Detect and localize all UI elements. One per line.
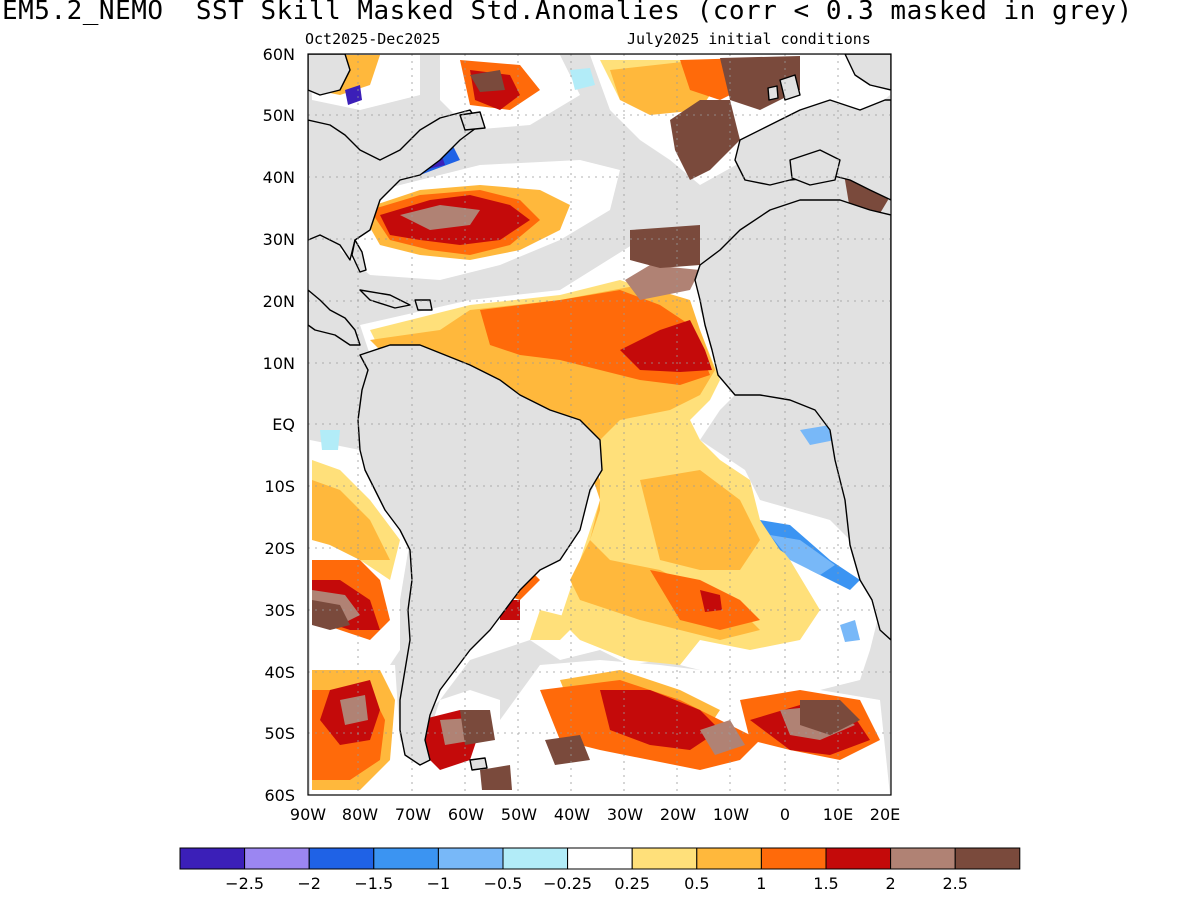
british-isles [779,74,801,101]
europe-land [734,99,891,201]
lon-tick-label: 0 [780,805,790,824]
lat-tick-label: 40S [264,663,295,682]
forecast-period: Oct2025-Dec2025 [305,30,441,48]
lat-tick-label: 20S [264,539,295,558]
colorbar-label: 0.25 [614,874,650,893]
lon-tick-label: 20E [870,805,900,824]
lon-tick-label: 80W [342,805,378,824]
colorbar-label: −1.5 [354,874,393,893]
colorbar-swatch [890,847,956,870]
colorbar-swatch [954,847,1021,870]
colorbar-swatch [631,847,698,870]
colorbar-swatch [567,847,633,870]
graticule [308,54,891,795]
page-title: EM5.2_NEMO SST Skill Masked Std.Anomalie… [2,0,1133,26]
cuba-island [359,289,411,309]
lat-tick-label: 50S [264,724,295,743]
lat-tick-label: 30S [264,601,295,620]
africa-land [694,199,891,641]
colorbar-swatch [373,847,439,870]
colorbar-label: 1.5 [813,874,838,893]
colorbar-swatch [179,847,246,870]
lon-tick-label: 70W [395,805,431,824]
lon-tick-label: 10E [823,805,853,824]
scandinavia-edge [844,54,891,91]
lat-tick-label: 60N [263,45,295,64]
greenland-edge [308,54,351,96]
ireland [767,85,779,101]
colorbar-label: −2 [297,874,321,893]
lat-tick-label: 20N [263,292,295,311]
florida-peninsula [351,239,367,273]
map-plot-area [308,54,891,795]
colorbar-label: 0.5 [684,874,709,893]
land-masses [308,54,891,771]
colorbar-label: −0.5 [484,874,523,893]
colorbar-label: −0.25 [543,874,592,893]
central-america-land [308,289,361,346]
lat-tick-label: 10S [264,477,295,496]
colorbar-swatch [825,847,892,870]
south-america-land [357,344,603,766]
colorbar-label: 1 [756,874,766,893]
colorbar-swatch [308,847,375,870]
map-frame [307,53,892,796]
colorbar-swatch [502,847,569,870]
lat-tick-label: EQ [272,415,295,434]
colorbar-swatch [760,847,827,870]
lat-axis: 60N 50N 40N 30N 20N 10N EQ 10S 20S 30S 4… [263,45,295,805]
initial-conditions: July2025 initial conditions [627,30,871,48]
colorbar-label: −2.5 [225,874,264,893]
colorbar-swatch [437,847,504,870]
lon-tick-label: 50W [501,805,537,824]
lat-tick-label: 30N [263,230,295,249]
lon-axis: 90W 80W 70W 60W 50W 40W 30W 20W 10W 0 10… [290,805,900,824]
lat-tick-label: 40N [263,168,295,187]
falkland-islands [469,757,488,771]
newfoundland [459,111,486,131]
lon-tick-label: 10W [713,805,749,824]
colorbar: −2.5 −2 −1.5 −1 −0.5 −0.25 0.25 0.5 1 1.5 2 2.5 [179,847,1021,893]
colorbar-swatch [696,847,762,870]
colorbar-label: −1 [427,874,451,893]
lat-tick-label: 50N [263,106,295,125]
lon-tick-label: 20W [660,805,696,824]
lon-tick-label: 30W [607,805,643,824]
iberian-peninsula [789,149,841,186]
north-america-land [308,109,481,261]
lat-tick-label: 10N [263,354,295,373]
lon-tick-label: 40W [554,805,590,824]
hispaniola-island [414,299,433,311]
lon-tick-label: 60W [448,805,484,824]
colorbar-swatch [244,847,310,870]
lat-tick-label: 60S [264,786,295,805]
colorbar-label: 2.5 [942,874,967,893]
colorbar-label: 2 [886,874,896,893]
lon-tick-label: 90W [290,805,326,824]
